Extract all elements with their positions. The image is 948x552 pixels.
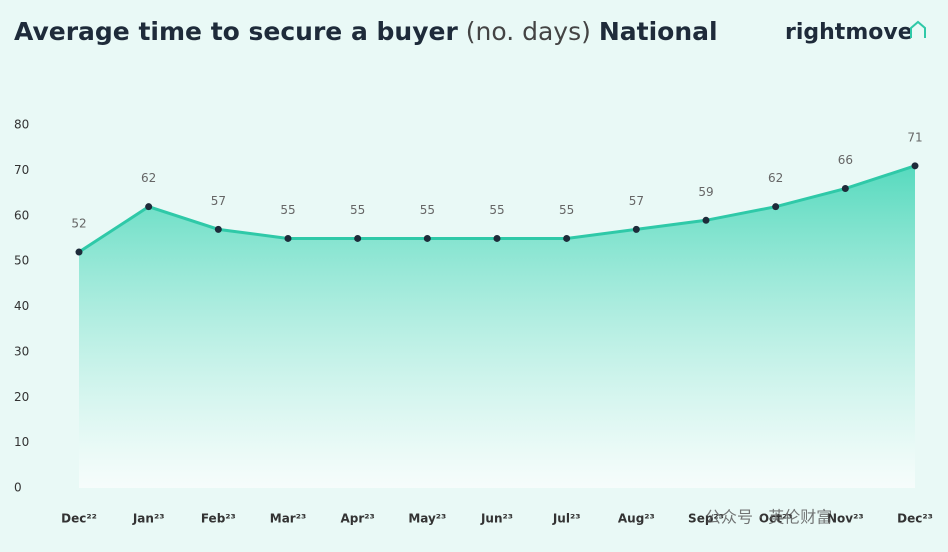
point [145,203,153,211]
brand-logo: rightmove [785,20,913,45]
value-label: 55 [350,203,365,217]
title-region: National [599,17,718,46]
x-tick-label: Oct²³ [759,512,793,526]
point [911,162,919,170]
value-label: 57 [211,194,226,208]
point [841,185,849,193]
value-label: 55 [280,203,295,217]
x-tick-label: May²³ [408,512,446,526]
watermark: 公众号 · 英伦财富 [705,508,832,527]
y-tick-label: 60 [14,208,29,222]
point [772,203,780,211]
value-label: 62 [141,171,156,185]
x-tick-label: Dec²² [61,512,97,526]
value-label: 71 [907,130,922,144]
value-label: 59 [698,185,713,199]
y-tick-label: 20 [14,390,29,404]
point [493,234,501,242]
point [284,234,292,242]
x-tick-label: Aug²³ [618,512,655,526]
x-tick-label: Nov²³ [827,512,864,526]
point [563,234,571,242]
x-tick-label: Jan²³ [132,512,165,526]
value-label: 55 [420,203,435,217]
plot: 0 10 20 30 40 50 60 70 80 Dec²² Jan²³ Feb²³ Mar²³ Apr… [14,118,933,526]
title-main: Average time to secure a buyer [14,17,458,46]
title-unit: (no. days) [466,17,591,46]
point [75,248,83,256]
x-tick-label: Feb²³ [201,512,236,526]
y-tick-label: 70 [14,163,29,177]
y-tick-label: 80 [14,118,29,132]
chart-title: Average time to secure a buyer (no. days… [14,17,718,46]
value-label: 55 [559,203,574,217]
x-tick-label: Jun²³ [480,512,513,526]
point [354,234,362,242]
x-tick-label: Mar²³ [270,512,306,526]
value-label: 57 [629,194,644,208]
x-tick-label: Apr²³ [341,512,375,526]
y-tick-label: 30 [14,344,29,358]
value-label: 55 [489,203,504,217]
point [214,225,222,233]
value-label: 52 [71,217,86,231]
point [702,216,710,224]
y-tick-label: 10 [14,435,29,449]
y-tick-label: 0 [14,481,22,495]
x-tick-label: Jul²³ [552,512,581,526]
y-tick-label: 40 [14,299,29,313]
area [79,165,915,488]
value-label: 66 [838,153,853,167]
value-label: 62 [768,171,783,185]
point [632,225,640,233]
brand-icon [910,20,926,38]
x-tick-label: Dec²³ [897,512,933,526]
x-tick-label: Sep²³ [688,512,724,526]
point [423,234,431,242]
y-tick-label: 50 [14,254,29,268]
